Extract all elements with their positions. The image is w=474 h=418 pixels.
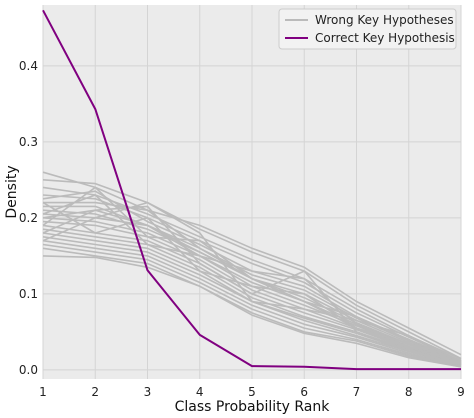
- x-tick-label: 1: [39, 385, 47, 399]
- wrong-hypothesis-line: [42, 179, 462, 360]
- y-tick-label: 0.1: [19, 287, 38, 301]
- y-tick-label: 0.3: [19, 135, 38, 149]
- wrong-hypothesis-line: [42, 205, 462, 366]
- y-tick-label: 0.0: [19, 363, 38, 377]
- legend-label-wrong: Wrong Key Hypotheses: [315, 13, 454, 27]
- x-tick-label: 4: [196, 385, 204, 399]
- x-tick-label: 6: [300, 385, 308, 399]
- x-tick-label: 9: [457, 385, 465, 399]
- x-tick-label: 3: [144, 385, 152, 399]
- x-tick-label: 5: [248, 385, 256, 399]
- wrong-hypothesis-line: [42, 239, 462, 367]
- legend-box: [278, 8, 457, 50]
- wrong-hypothesis-line: [42, 247, 462, 368]
- wrong-hypothesis-line: [42, 255, 462, 368]
- wrong-hypothesis-line: [42, 228, 462, 366]
- series-lines: [42, 9, 462, 371]
- y-tick-labels: 0.0 0.1 0.2 0.3 0.4: [19, 59, 38, 377]
- y-axis-title: Density: [4, 165, 20, 218]
- wrong-hypothesis-line: [43, 201, 462, 363]
- wrong-hypothesis-line: [42, 194, 462, 365]
- legend: Wrong Key Hypotheses Correct Key Hypothe…: [278, 8, 457, 50]
- x-tick-label: 7: [353, 385, 361, 399]
- wrong-hypothesis-line: [42, 201, 462, 363]
- correct-key-line: [42, 9, 461, 371]
- wrong-key-mean-line: [42, 209, 462, 365]
- y-tick-label: 0.2: [19, 211, 38, 225]
- wrong-hypothesis-line: [42, 243, 462, 367]
- legend-label-correct: Correct Key Hypothesis: [315, 31, 455, 45]
- x-tick-label: 2: [91, 385, 99, 399]
- x-tick-label: 8: [405, 385, 413, 399]
- wrong-hypothesis-line: [42, 201, 462, 364]
- y-tick-label: 0.4: [19, 59, 38, 73]
- x-axis-title: Class Probability Rank: [175, 399, 331, 415]
- x-tick-labels: 1 2 3 4 5 6 7 8 9: [39, 385, 465, 399]
- wrong-hypothesis-line: [42, 171, 462, 356]
